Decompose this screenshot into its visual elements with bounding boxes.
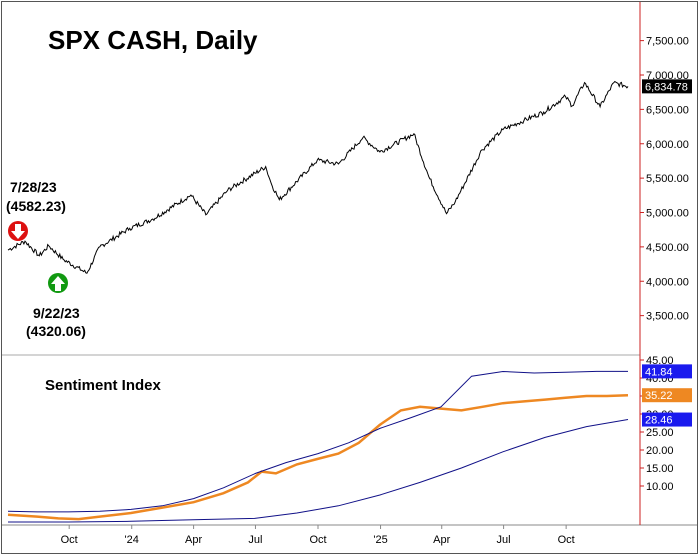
x-axis-tick-label: '24 bbox=[125, 534, 139, 546]
upper-band-value-box bbox=[642, 364, 692, 379]
x-axis-tick-label: Apr bbox=[185, 534, 202, 546]
lower-band-value-box bbox=[642, 412, 692, 427]
price-y-tick-label: 4,500.00 bbox=[646, 242, 689, 254]
x-axis-tick-label: Apr bbox=[433, 534, 450, 546]
price-last-value: 6,834.78 bbox=[645, 81, 688, 93]
price-y-ticks: 3,500.00 4,000.00 4,500.00 5,000.00 5,500.00… bbox=[640, 36, 689, 323]
sentiment-y-tick-label: 25.00 bbox=[646, 427, 674, 439]
sentiment-y-tick-label: 20.00 bbox=[646, 445, 674, 457]
price-y-tick-label: 6,000.00 bbox=[646, 139, 689, 151]
sentiment-index-value: 35.22 bbox=[645, 390, 673, 402]
x-axis-tick-label: Jul bbox=[248, 534, 262, 546]
down-arrow-icon bbox=[8, 221, 28, 241]
annotation-bottom-date: 9/22/23 bbox=[33, 305, 80, 321]
price-last-value-box bbox=[642, 79, 692, 94]
price-y-tick-label: 7,500.00 bbox=[646, 36, 689, 48]
x-axis-tick-label: '25 bbox=[373, 534, 387, 546]
x-axis-tick-label: Oct bbox=[61, 534, 78, 546]
x-axis-ticks: Oct '24 Apr Jul Oct '25 Apr Jul Oct bbox=[61, 525, 575, 546]
x-axis-tick-label: Oct bbox=[309, 534, 326, 546]
up-arrow-icon bbox=[48, 273, 68, 293]
x-axis-tick-label: Oct bbox=[558, 534, 575, 546]
annotation-bottom-value: (4320.06) bbox=[26, 323, 86, 339]
price-series bbox=[7, 80, 629, 274]
price-y-tick-label: 7,000.00 bbox=[646, 70, 689, 82]
x-axis-tick-label: Jul bbox=[497, 534, 511, 546]
sentiment-y-tick-label: 15.00 bbox=[646, 463, 674, 475]
price-y-tick-label: 5,500.00 bbox=[646, 173, 689, 185]
price-y-tick-label: 6,500.00 bbox=[646, 104, 689, 116]
lower-band-value: 28.46 bbox=[645, 415, 673, 427]
upper-band-value: 41.84 bbox=[645, 366, 673, 378]
sentiment-y-tick-label: 45.00 bbox=[646, 355, 674, 367]
lower-band-line bbox=[8, 419, 629, 523]
annotation-top-value: (4582.23) bbox=[6, 198, 66, 214]
sentiment-chart-title: Sentiment Index bbox=[45, 377, 162, 394]
sentiment-series bbox=[7, 370, 629, 523]
sentiment-index-value-box bbox=[642, 388, 692, 403]
price-series-line bbox=[7, 80, 629, 274]
price-y-tick-label: 5,000.00 bbox=[646, 208, 689, 220]
price-chart-title: SPX CASH, Daily bbox=[48, 25, 258, 55]
price-y-tick-label: 4,000.00 bbox=[646, 276, 689, 288]
upper-band-line bbox=[7, 370, 628, 513]
sentiment-index-line bbox=[7, 393, 629, 521]
annotation-top-date: 7/28/23 bbox=[10, 179, 57, 195]
last-value-labels: 6,834.78 41.84 35.22 28.46 bbox=[642, 79, 692, 427]
price-y-tick-label: 3,500.00 bbox=[646, 311, 689, 323]
sentiment-y-tick-label: 10.00 bbox=[646, 481, 674, 493]
